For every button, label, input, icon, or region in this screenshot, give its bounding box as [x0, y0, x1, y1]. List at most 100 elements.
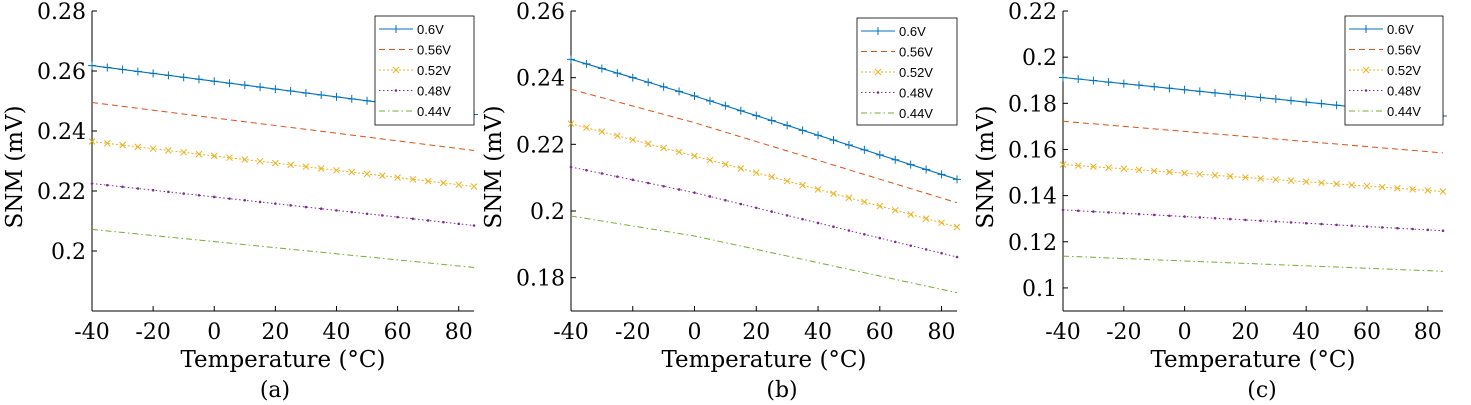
y-tick-label: 0.1: [1022, 277, 1057, 302]
legend-marker: [1364, 89, 1368, 92]
series-marker: [1318, 179, 1325, 187]
legend-label: 0.56V: [1387, 43, 1421, 58]
x-tick-label: 0: [1178, 320, 1192, 345]
series-marker: [754, 206, 758, 210]
series-marker: [893, 240, 897, 244]
legend-label: 0.48V: [1387, 84, 1421, 99]
series-marker: [1059, 73, 1067, 82]
series-marker: [770, 210, 774, 213]
series-marker: [1211, 88, 1219, 97]
series-marker: [274, 202, 277, 205]
series-marker: [195, 150, 203, 158]
series-marker: [335, 209, 338, 212]
x-axis-title: Temperature (°C): [1150, 347, 1355, 373]
series-marker: [737, 165, 745, 172]
series-marker: [302, 163, 310, 171]
series-marker: [317, 90, 326, 99]
x-tick-label: 20: [742, 320, 770, 345]
series-marker: [861, 198, 868, 206]
series-marker: [333, 166, 340, 174]
y-axis-title: SNM (mV): [2, 105, 28, 228]
legend-label: 0.6V: [1387, 22, 1414, 37]
y-tick-label: 0.2: [530, 200, 565, 225]
series-marker: [629, 136, 637, 144]
series-marker: [442, 220, 445, 224]
series-marker: [1380, 226, 1384, 229]
series-0.56V: [570, 88, 958, 204]
series-marker: [136, 187, 140, 190]
series-marker: [646, 181, 650, 185]
series-marker: [409, 175, 417, 183]
series-marker: [1426, 228, 1430, 232]
x-tick-label: -40: [1045, 320, 1080, 345]
series-marker: [1061, 208, 1065, 212]
series-marker: [1441, 229, 1445, 232]
x-tick-label: -20: [1106, 320, 1141, 345]
series-marker: [724, 198, 727, 202]
x-tick-label: 60: [384, 320, 412, 345]
y-tick-label: 0.22: [1008, 0, 1057, 25]
chart-panel-1: -40 -20 0 20 40 60 80 0.2 0.22 0.24 0.26 0.28 Temper…: [2, 0, 478, 403]
series-marker: [705, 96, 714, 105]
series-marker: [1150, 167, 1158, 175]
series-marker: [1213, 216, 1217, 220]
series-marker: [1183, 215, 1186, 218]
series-marker: [1333, 180, 1340, 188]
series-marker: [863, 232, 866, 236]
series-0.56V: [91, 102, 475, 151]
legend-marker: [392, 25, 400, 33]
series-marker: [1335, 223, 1338, 227]
series-marker: [1350, 224, 1354, 228]
y-tick-label: 0.28: [37, 0, 86, 25]
series-marker: [569, 165, 573, 169]
series-marker: [1259, 219, 1262, 223]
series-marker: [937, 170, 946, 179]
series-marker: [381, 214, 384, 217]
series-marker: [167, 190, 170, 194]
series-marker: [1198, 216, 1202, 219]
series-marker: [212, 195, 216, 199]
series-marker: [644, 140, 652, 148]
y-tick-label: 0.2: [1022, 46, 1057, 71]
series-marker: [378, 172, 386, 180]
series-marker: [631, 178, 635, 182]
series-marker: [319, 207, 323, 210]
series-marker: [105, 183, 109, 187]
series-marker: [783, 177, 791, 185]
y-tick-label: 0.12: [1008, 231, 1057, 256]
series-marker: [906, 160, 915, 169]
series-marker: [799, 181, 806, 189]
series-marker: [953, 223, 961, 231]
series-marker: [350, 210, 354, 214]
series-marker: [133, 67, 142, 76]
x-tick-label: -40: [553, 320, 588, 345]
series-marker: [597, 64, 606, 73]
series-marker: [924, 248, 928, 251]
series-marker: [347, 94, 356, 103]
series-marker: [1228, 217, 1232, 221]
series-marker: [1304, 221, 1308, 225]
legend-marker: [1362, 25, 1370, 33]
series-marker: [1320, 222, 1323, 226]
series-marker: [845, 194, 853, 202]
series-marker: [119, 141, 126, 149]
series-marker: [891, 155, 900, 164]
series-marker: [1074, 162, 1082, 169]
series-marker: [256, 157, 264, 165]
series-marker: [411, 217, 415, 221]
series-marker: [240, 81, 249, 90]
series-marker: [659, 82, 668, 91]
series-marker: [394, 174, 401, 181]
series-marker: [1396, 226, 1399, 230]
legend-label: 0.56V: [899, 45, 933, 60]
x-tick-label: 80: [445, 320, 473, 345]
series-marker: [164, 71, 173, 80]
legend-marker: [394, 89, 398, 92]
series-marker: [272, 159, 279, 167]
legend-label: 0.6V: [899, 24, 926, 39]
series-marker: [472, 224, 476, 227]
series-marker: [1226, 172, 1234, 180]
series-marker: [286, 87, 295, 96]
x-tick-label: 40: [1292, 320, 1320, 345]
